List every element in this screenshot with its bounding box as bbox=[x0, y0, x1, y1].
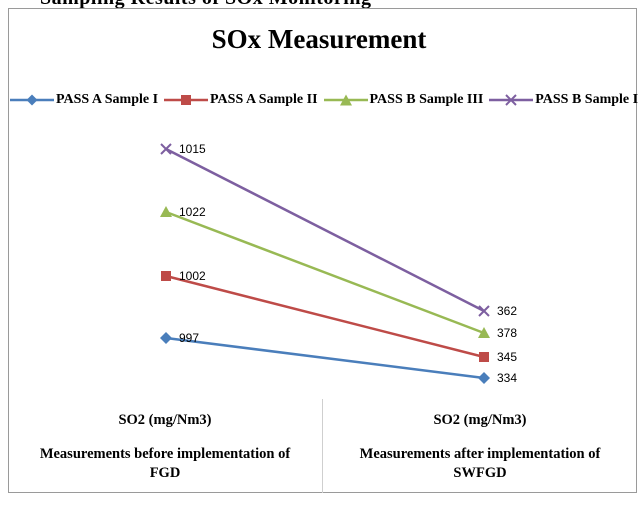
legend-marker-diamond-icon bbox=[10, 94, 54, 106]
data-point bbox=[160, 206, 172, 217]
category-unit: SO2 (mg/Nm3) bbox=[433, 412, 527, 428]
data-label: 378 bbox=[497, 326, 517, 340]
data-label: 1002 bbox=[179, 269, 206, 283]
header-fragment-text: Sampling Results of SOx Monitoring bbox=[40, 0, 371, 10]
category-table: SO2 (mg/Nm3) Measurements before impleme… bbox=[8, 399, 637, 493]
data-label: 1015 bbox=[179, 142, 206, 156]
legend-marker-x-icon bbox=[489, 94, 534, 106]
data-label: 1022 bbox=[179, 205, 206, 219]
legend-label: PASS B Sample IV bbox=[535, 92, 638, 107]
data-point bbox=[161, 271, 171, 281]
series-line bbox=[165, 336, 485, 380]
legend-label: PASS B Sample III bbox=[369, 92, 484, 107]
category-description: Measurements before implementation of FG… bbox=[39, 446, 291, 481]
header-fragment: Sampling Results of SOx Monitoring bbox=[0, 0, 638, 10]
category-unit: SO2 (mg/Nm3) bbox=[118, 412, 212, 428]
data-point bbox=[478, 327, 490, 338]
legend-label: PASS A Sample II bbox=[210, 92, 318, 107]
legend-item: PASS B Sample III bbox=[323, 92, 484, 108]
legend-item: PASS A Sample I bbox=[10, 92, 158, 108]
series-line bbox=[165, 274, 485, 359]
series-line bbox=[165, 147, 485, 313]
legend-item: PASS A Sample II bbox=[164, 92, 318, 108]
legend-marker-square-icon bbox=[164, 95, 209, 105]
legend-label: PASS A Sample I bbox=[56, 92, 159, 107]
data-point bbox=[160, 143, 172, 155]
category-description: Measurements after implementation of SWF… bbox=[359, 446, 601, 481]
data-point bbox=[160, 332, 172, 344]
series-line bbox=[165, 210, 485, 335]
data-label: 997 bbox=[179, 331, 199, 345]
data-label: 334 bbox=[497, 371, 517, 385]
data-label: 345 bbox=[497, 350, 517, 364]
data-point bbox=[478, 372, 490, 384]
chart-title: SOx Measurement bbox=[211, 24, 427, 54]
data-point bbox=[479, 352, 489, 362]
legend-marker-triangle-icon bbox=[323, 94, 368, 106]
category-column-after: SO2 (mg/Nm3) Measurements after implemen… bbox=[322, 399, 637, 493]
data-point bbox=[478, 305, 490, 317]
data-label: 362 bbox=[497, 304, 517, 318]
category-column-before: SO2 (mg/Nm3) Measurements before impleme… bbox=[8, 399, 322, 493]
chart-legend: PASS A Sample I PASS A Sample II PASS B … bbox=[10, 86, 638, 114]
legend-item: PASS B Sample IV bbox=[489, 92, 638, 108]
